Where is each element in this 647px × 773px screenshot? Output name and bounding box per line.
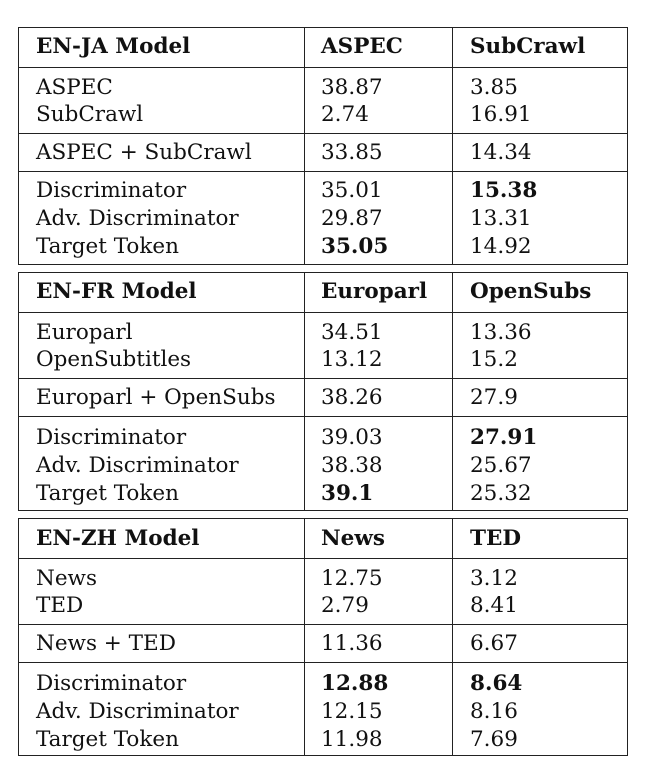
cell-value: 2.79 [321,593,369,618]
row-label: Adv. Discriminator [36,699,239,724]
cell-value: 38.87 [321,75,383,100]
column-divider [452,519,453,755]
cell-value-best: 12.88 [321,671,389,696]
cell-value: 12.15 [321,699,383,724]
header-col-2: OpenSubs [470,279,592,304]
header-col-1: News [321,526,385,551]
cell-value: 3.85 [470,75,518,100]
cell-value: 25.67 [470,453,532,478]
cell-value: 38.26 [321,385,383,410]
row-label: Discriminator [36,178,187,203]
cell-value: 15.2 [470,347,518,372]
header-row: EN-ZH Model News TED [19,519,627,559]
cell-value: 11.36 [321,631,383,656]
column-divider [304,519,305,755]
row-label: Discriminator [36,425,187,450]
row-group-baselines: ASPEC 38.87 3.85 SubCrawl 2.74 16.91 [19,68,627,134]
row-label: Adv. Discriminator [36,453,239,478]
cell-value: 8.41 [470,593,518,618]
row-group-combined: Europarl + OpenSubs 38.26 27.9 [19,379,627,417]
cell-value: 2.74 [321,102,369,127]
cell-value: 27.9 [470,385,518,410]
cell-value: 14.92 [470,234,532,259]
row-group-methods: Discriminator 39.03 27.91 Adv. Discrimin… [19,417,627,512]
row-label: Europarl + OpenSubs [36,385,276,410]
cell-value: 13.31 [470,206,532,231]
header-col-2: TED [470,526,522,551]
header-row: EN-FR Model Europarl OpenSubs [19,273,627,313]
row-group-combined: ASPEC + SubCrawl 33.85 14.34 [19,134,627,172]
cell-value: 7.69 [470,727,518,752]
cell-value-best: 35.05 [321,234,389,259]
row-group-baselines: News 12.75 3.12 TED 2.79 8.41 [19,559,627,625]
cell-value: 14.34 [470,140,532,165]
row-label: Target Token [36,727,179,752]
row-group-baselines: Europarl 34.51 13.36 OpenSubtitles 13.12… [19,313,627,379]
row-label: OpenSubtitles [36,347,192,372]
cell-value: 29.87 [321,206,383,231]
row-label: TED [36,593,84,618]
cell-value-best: 27.91 [470,425,538,450]
cell-value: 38.38 [321,453,383,478]
row-label: Discriminator [36,671,187,696]
cell-value: 33.85 [321,140,383,165]
row-group-methods: Discriminator 35.01 15.38 Adv. Discrimin… [19,172,627,266]
table-en-zh: EN-ZH Model News TED News 12.75 3.12 TED… [18,518,628,756]
cell-value-best: 15.38 [470,178,538,203]
table-en-fr: EN-FR Model Europarl OpenSubs Europarl 3… [18,272,628,511]
row-label: News + TED [36,631,176,656]
column-divider [452,273,453,510]
header-col-1: Europarl [321,279,428,304]
column-divider [452,28,453,264]
row-label: SubCrawl [36,102,144,127]
row-label: ASPEC + SubCrawl [36,140,252,165]
row-label: Target Token [36,234,179,259]
cell-value: 13.36 [470,320,532,345]
cell-value: 39.03 [321,425,383,450]
cell-value: 11.98 [321,727,383,752]
row-label: Target Token [36,481,179,506]
row-label: Adv. Discriminator [36,206,239,231]
cell-value: 13.12 [321,347,383,372]
header-model: EN-JA Model [36,34,191,59]
cell-value: 8.16 [470,699,518,724]
cell-value: 16.91 [470,102,532,127]
cell-value: 35.01 [321,178,383,203]
cell-value: 6.67 [470,631,518,656]
header-col-2: SubCrawl [470,34,586,59]
row-group-combined: News + TED 11.36 6.67 [19,625,627,663]
cell-value: 3.12 [470,566,518,591]
header-model: EN-FR Model [36,279,197,304]
row-label: Europarl [36,320,133,345]
cell-value-best: 8.64 [470,671,523,696]
header-model: EN-ZH Model [36,526,200,551]
row-group-methods: Discriminator 12.88 8.64 Adv. Discrimina… [19,663,627,757]
table-en-ja: EN-JA Model ASPEC SubCrawl ASPEC 38.87 3… [18,27,628,265]
column-divider [304,273,305,510]
cell-value: 25.32 [470,481,532,506]
header-col-1: ASPEC [321,34,403,59]
cell-value: 34.51 [321,320,383,345]
column-divider [304,28,305,264]
cell-value-best: 39.1 [321,481,374,506]
row-label: ASPEC [36,75,113,100]
row-label: News [36,566,97,591]
cell-value: 12.75 [321,566,383,591]
header-row: EN-JA Model ASPEC SubCrawl [19,28,627,68]
